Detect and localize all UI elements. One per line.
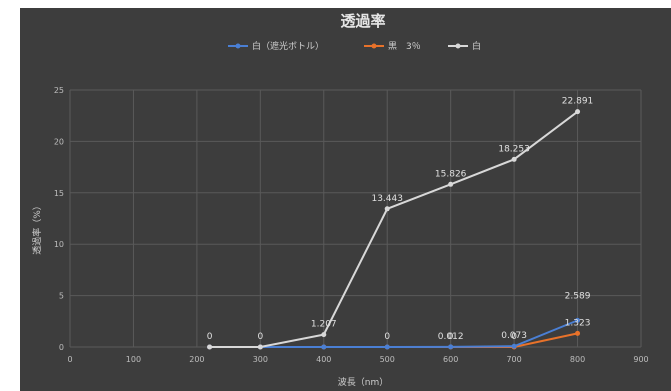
data-labels: 0.012 0.073 2.589 0 0 0 0 0 1.323 1.207 13.443 15.8…	[207, 97, 594, 342]
data-point	[448, 344, 454, 350]
data-label: 18.253	[498, 144, 530, 154]
data-label: 2.589	[565, 291, 591, 301]
data-point	[511, 156, 517, 162]
data-point	[575, 317, 581, 323]
legend: 白（遮光ボトル） 黒 3％ 白	[228, 40, 481, 52]
x-tick-label: 100	[126, 355, 141, 364]
y-tick-labels: 0 5 10 15 20 25	[54, 86, 64, 352]
data-label: 0	[511, 332, 517, 342]
data-point	[207, 344, 213, 350]
x-tick-label: 0	[67, 355, 72, 364]
series-lines	[207, 109, 581, 350]
legend-label: 白	[472, 40, 481, 52]
y-tick-label: 10	[54, 240, 64, 249]
legend-label: 黒 3％	[388, 41, 421, 52]
y-axis-label: 透過率（%）	[31, 201, 43, 255]
data-point	[384, 344, 390, 350]
data-label: 0.073	[501, 331, 527, 341]
x-axis-label: 波長（nm）	[338, 376, 388, 388]
data-point	[511, 343, 517, 349]
gridlines	[69, 89, 642, 348]
y-tick-label: 20	[54, 137, 64, 146]
data-label: 0	[384, 332, 390, 342]
x-tick-label: 400	[316, 355, 331, 364]
data-point	[575, 109, 581, 115]
data-label: 0	[448, 332, 454, 342]
data-label: 15.826	[435, 169, 467, 179]
legend-marker	[235, 43, 241, 49]
x-tick-label: 800	[570, 355, 585, 364]
data-label: 0	[257, 332, 263, 342]
x-tick-labels: 0 100 200 300 400 500 600 700 800 900	[67, 355, 648, 364]
x-tick-label: 200	[189, 355, 204, 364]
chart-panel: 透過率 白（遮光ボトル） 黒 3％ 白 0 5 10 15 20 25 0 100 200 300 4…	[20, 8, 671, 391]
y-tick-label: 5	[59, 292, 64, 301]
x-tick-label: 900	[633, 355, 648, 364]
data-label: 22.891	[562, 97, 594, 107]
data-point	[448, 181, 454, 187]
chart-title: 透過率	[340, 12, 385, 30]
data-point	[257, 344, 263, 350]
data-point	[321, 344, 327, 350]
legend-marker	[455, 43, 461, 49]
data-point	[384, 206, 390, 212]
x-tick-label: 300	[253, 355, 268, 364]
data-point	[321, 332, 327, 338]
data-label: 13.443	[371, 194, 403, 204]
legend-marker	[371, 43, 377, 49]
data-label: 0	[207, 332, 213, 342]
x-tick-label: 500	[380, 355, 395, 364]
y-tick-label: 15	[54, 189, 64, 198]
legend-label: 白（遮光ボトル）	[252, 40, 324, 52]
y-tick-label: 25	[54, 86, 64, 95]
data-label: 0.012	[438, 332, 464, 342]
x-tick-label: 600	[443, 355, 458, 364]
data-point	[575, 330, 581, 336]
data-label: 1.323	[565, 318, 591, 328]
x-tick-label: 700	[506, 355, 521, 364]
data-label: 1.207	[311, 320, 337, 330]
line-chart: 透過率 白（遮光ボトル） 黒 3％ 白 0 5 10 15 20 25 0 100 200 300 4…	[31, 12, 649, 388]
y-tick-label: 0	[59, 343, 64, 352]
